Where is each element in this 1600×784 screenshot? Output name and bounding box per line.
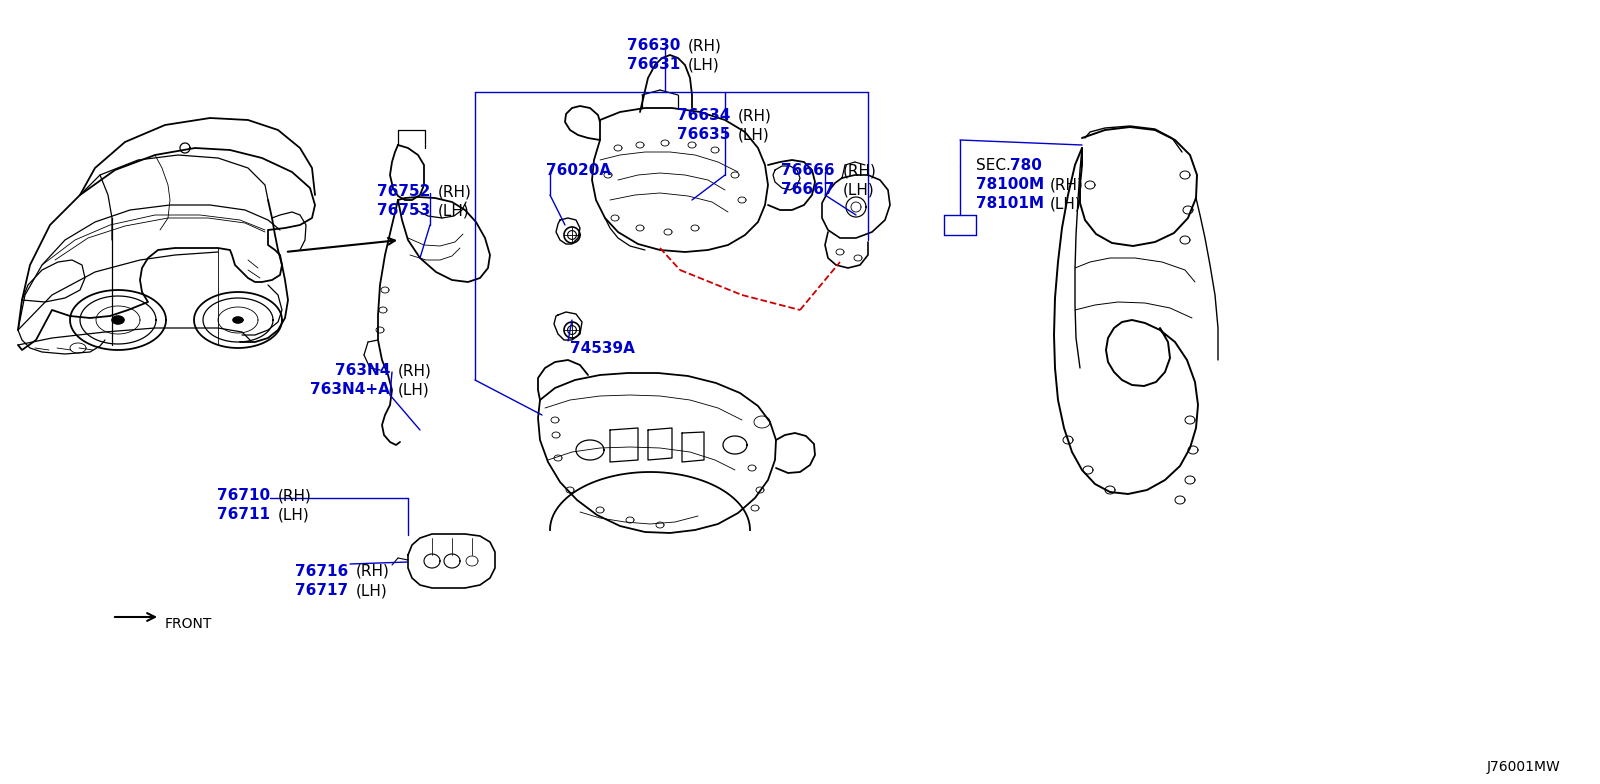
Text: 76666: 76666 bbox=[781, 163, 835, 178]
Text: (RH): (RH) bbox=[738, 108, 771, 123]
Text: 76634: 76634 bbox=[677, 108, 730, 123]
Text: J76001MW: J76001MW bbox=[1486, 760, 1560, 774]
Text: 76753: 76753 bbox=[376, 203, 430, 218]
Text: (RH): (RH) bbox=[278, 488, 312, 503]
Text: 76710: 76710 bbox=[218, 488, 270, 503]
Text: (RH): (RH) bbox=[843, 163, 877, 178]
Text: 76635: 76635 bbox=[677, 127, 730, 142]
Text: 76630: 76630 bbox=[627, 38, 680, 53]
Text: 763N4+A: 763N4+A bbox=[310, 382, 390, 397]
Text: (LH): (LH) bbox=[688, 57, 720, 72]
Text: (LH): (LH) bbox=[738, 127, 770, 142]
Text: 76631: 76631 bbox=[627, 57, 680, 72]
Text: 78100M: 78100M bbox=[976, 177, 1045, 192]
Text: (LH): (LH) bbox=[278, 507, 310, 522]
Text: (RH): (RH) bbox=[438, 184, 472, 199]
Text: FRONT: FRONT bbox=[165, 617, 213, 631]
Text: 76716: 76716 bbox=[294, 564, 349, 579]
Text: (LH): (LH) bbox=[843, 182, 875, 197]
Text: (RH): (RH) bbox=[688, 38, 722, 53]
Text: (LH): (LH) bbox=[398, 382, 430, 397]
Text: 76711: 76711 bbox=[218, 507, 270, 522]
Text: (LH): (LH) bbox=[355, 583, 387, 598]
Text: 76020A: 76020A bbox=[546, 163, 611, 178]
Text: (RH): (RH) bbox=[1050, 177, 1083, 192]
Polygon shape bbox=[112, 316, 125, 324]
Text: (LH): (LH) bbox=[438, 203, 470, 218]
Polygon shape bbox=[234, 317, 243, 323]
Text: SEC.: SEC. bbox=[976, 158, 1011, 173]
Text: (RH): (RH) bbox=[398, 363, 432, 378]
Text: (LH): (LH) bbox=[1050, 196, 1082, 211]
Text: 78101M: 78101M bbox=[976, 196, 1043, 211]
Text: 76752: 76752 bbox=[376, 184, 430, 199]
Text: 76717: 76717 bbox=[294, 583, 349, 598]
Text: 76667: 76667 bbox=[781, 182, 835, 197]
Text: 780: 780 bbox=[1010, 158, 1042, 173]
Text: (RH): (RH) bbox=[355, 564, 390, 579]
Text: 74539A: 74539A bbox=[570, 341, 635, 356]
Text: 763N4: 763N4 bbox=[334, 363, 390, 378]
